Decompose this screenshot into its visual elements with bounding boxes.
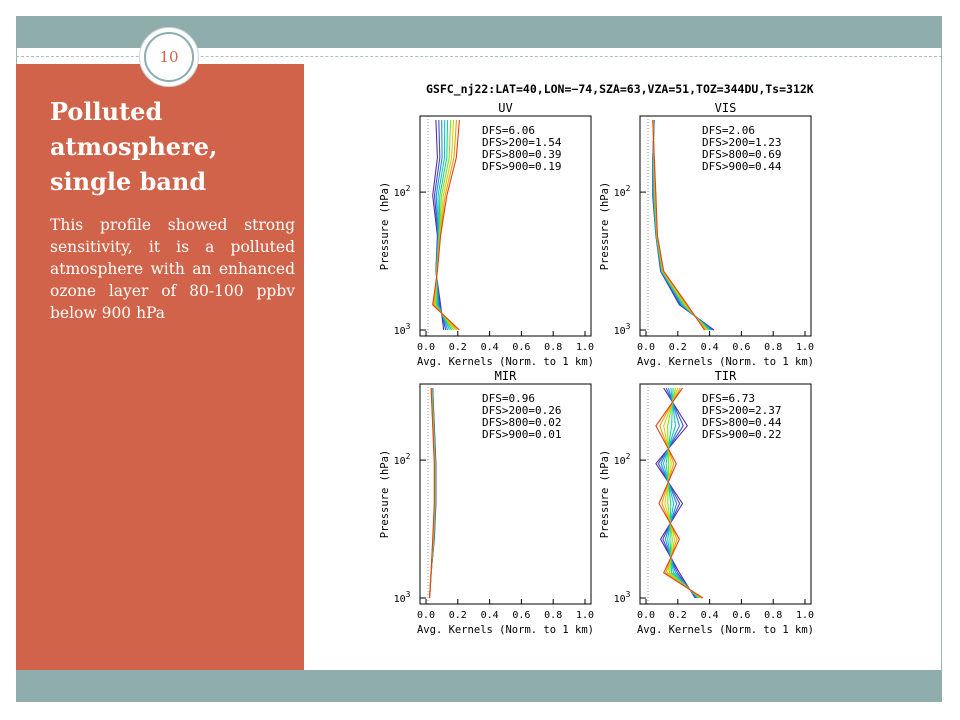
mir-dfs-annotation: DFS=0.96	[482, 392, 535, 405]
tir-x-tick-label: 1.0	[796, 610, 814, 621]
tir-panel-title: TIR	[715, 369, 737, 383]
uv-y-axis-label: Pressure (hPa)	[380, 182, 391, 271]
mir-plot-frame	[419, 383, 592, 605]
mir-dfs-annotation: DFS>200=0.26	[482, 404, 561, 417]
bottom-bar	[16, 670, 942, 702]
tir-kernel-curve	[659, 387, 703, 599]
tir-x-tick-label: 0.0	[637, 610, 655, 621]
tir-x-tick-label: 0.6	[732, 610, 750, 621]
slide-body-text: This profile showed strong sensitivity, …	[50, 216, 295, 322]
vis-y-tick-label: 103	[614, 322, 631, 337]
uv-y-tick-label: 102	[394, 184, 411, 199]
mir-x-tick-label: 0.0	[417, 610, 435, 621]
tir-y-axis-label: Pressure (hPa)	[599, 450, 611, 539]
vis-y-tick-label: 102	[614, 184, 631, 199]
slide-number: 10	[144, 32, 194, 82]
tir-kernel-curve	[657, 387, 697, 599]
uv-dfs-annotation: DFS=6.06	[482, 124, 535, 137]
vis-dfs-annotation: DFS>900=0.44	[702, 160, 782, 173]
tir-y-tick-label: 103	[614, 590, 631, 605]
vis-kernel-curve	[652, 119, 705, 331]
uv-dfs-annotation: DFS>800=0.39	[482, 148, 561, 161]
uv-x-tick-label: 0.4	[481, 342, 499, 353]
vis-x-tick-label: 0.8	[764, 342, 782, 353]
vis-dfs-annotation: DFS>800=0.69	[702, 148, 781, 161]
tir-kernel-curve	[660, 387, 698, 599]
vis-plot-frame	[639, 115, 812, 337]
vis-dfs-annotation: DFS=2.06	[702, 124, 755, 137]
uv-x-tick-label: 0.0	[417, 342, 435, 353]
tir-x-tick-label: 0.8	[764, 610, 782, 621]
tir-plot-frame	[639, 383, 812, 605]
figure-header: GSFC_nj22:LAT=40,LON=−74,SZA=63,VZA=51,T…	[426, 82, 814, 97]
uv-kernel-curve	[432, 119, 460, 331]
vis-panel-title: VIS	[715, 101, 737, 115]
tir-kernel-curve	[665, 387, 700, 599]
uv-x-tick-label: 0.8	[544, 342, 562, 353]
slide-title: Polluted atmosphere, single band	[50, 97, 218, 196]
vis-x-tick-label: 0.6	[732, 342, 750, 353]
mir-y-axis-label: Pressure (hPa)	[380, 450, 391, 539]
mir-dfs-annotation: DFS>900=0.01	[482, 428, 561, 441]
mir-y-tick-label: 103	[394, 590, 411, 605]
mir-x-tick-label: 1.0	[576, 610, 594, 621]
mir-panel-title: MIR	[495, 369, 517, 383]
uv-dfs-annotation: DFS>900=0.19	[482, 160, 561, 173]
tir-dfs-annotation: DFS>900=0.22	[702, 428, 781, 441]
vis-x-tick-label: 0.4	[701, 342, 719, 353]
tir-dfs-annotation: DFS>800=0.44	[702, 416, 782, 429]
mir-x-tick-label: 0.4	[481, 610, 499, 621]
dashed-divider	[16, 56, 942, 57]
uv-y-tick-label: 103	[394, 322, 411, 337]
mir-dfs-annotation: DFS>800=0.02	[482, 416, 561, 429]
vis-dfs-annotation: DFS>200=1.23	[702, 136, 781, 149]
tir-kernel-curve	[663, 387, 702, 599]
vis-x-tick-label: 0.2	[669, 342, 687, 353]
uv-x-tick-label: 0.2	[449, 342, 467, 353]
mir-y-tick-label: 102	[394, 452, 411, 467]
averaging-kernels-figure: GSFC_nj22:LAT=40,LON=−74,SZA=63,VZA=51,T…	[379, 78, 865, 638]
vis-x-tick-label: 1.0	[796, 342, 814, 353]
tir-kernel-curve	[655, 387, 704, 599]
mir-x-tick-label: 0.8	[544, 610, 562, 621]
tir-y-tick-label: 102	[614, 452, 631, 467]
tir-x-tick-label: 0.2	[669, 610, 687, 621]
figure-svg: GSFC_nj22:LAT=40,LON=−74,SZA=63,VZA=51,T…	[379, 82, 814, 636]
mir-x-tick-label: 0.2	[449, 610, 467, 621]
mir-x-tick-label: 0.6	[512, 610, 530, 621]
tir-x-axis-label: Avg. Kernels (Norm. to 1 km)	[637, 624, 814, 636]
vis-y-axis-label: Pressure (hPa)	[599, 182, 611, 271]
vis-x-axis-label: Avg. Kernels (Norm. to 1 km)	[637, 356, 814, 368]
uv-x-axis-label: Avg. Kernels (Norm. to 1 km)	[417, 356, 594, 368]
uv-dfs-annotation: DFS>200=1.54	[482, 136, 562, 149]
tir-dfs-annotation: DFS>200=2.37	[702, 404, 781, 417]
tir-kernel-curve	[655, 387, 696, 599]
left-panel: Polluted atmosphere, single band This pr…	[16, 64, 304, 670]
tir-kernel-curve	[662, 387, 699, 599]
mir-kernel-curve	[429, 387, 435, 599]
uv-x-tick-label: 1.0	[576, 342, 594, 353]
tir-x-tick-label: 0.4	[701, 610, 719, 621]
uv-panel-title: UV	[498, 101, 512, 115]
vis-x-tick-label: 0.0	[637, 342, 655, 353]
tir-dfs-annotation: DFS=6.73	[702, 392, 755, 405]
mir-x-axis-label: Avg. Kernels (Norm. to 1 km)	[417, 624, 594, 636]
tir-kernel-curve	[667, 387, 701, 599]
slide-number-badge: 10	[139, 27, 199, 87]
uv-plot-frame	[419, 115, 592, 337]
uv-x-tick-label: 0.6	[512, 342, 530, 353]
